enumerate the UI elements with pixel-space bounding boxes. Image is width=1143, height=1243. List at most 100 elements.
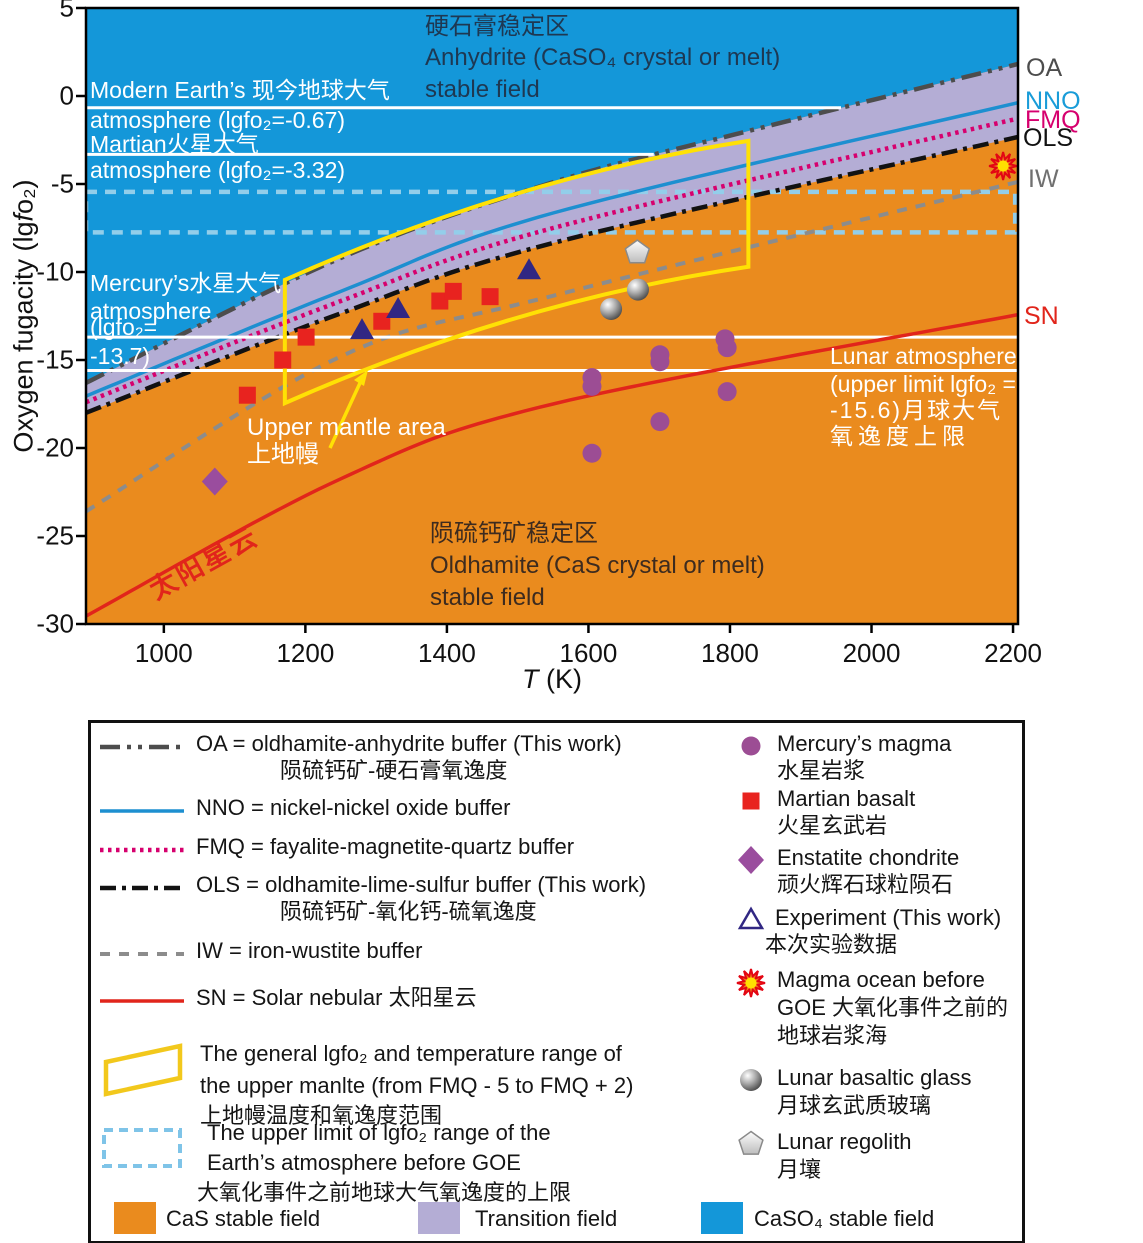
cas-field-label: CaS stable field (166, 1206, 321, 1231)
legend-box (88, 720, 1025, 1243)
x-tick-label: 2000 (842, 638, 901, 668)
goe-band-swatch (102, 1128, 182, 1168)
legend-magma-ocean-1: Magma ocean before (777, 967, 985, 992)
upper-mantle-polygon (282, 138, 751, 407)
x-tick-label: 1600 (559, 638, 618, 668)
y-axis-title: Oxygen fugacity (lgfo₂) (8, 179, 39, 453)
legend-lunar-glass-en: Lunar basaltic glass (777, 1065, 972, 1090)
y-tick-label: -15 (36, 344, 74, 375)
legend-sn-text: SN = Solar nebular 太阳星云 (196, 985, 477, 1010)
series-lunar_glass (600, 278, 649, 320)
upper-mantle-arrow (328, 382, 362, 449)
modern-earth-atmosphere-label-2: atmosphere (lgfo₂=-0.67) (90, 107, 346, 133)
legend-goe-text-2: Earth’s atmosphere before GOE (207, 1150, 521, 1175)
enstatite-chondrite-icon (738, 846, 764, 874)
mercury-atmosphere-label-1: Mercury’s水星大气 (90, 270, 282, 296)
legend-experiment-en: Experiment (This work) (775, 905, 1002, 930)
mercury-atmosphere-label-4: -13.7) (90, 343, 151, 369)
anhydrite-field-label-en2: stable field (425, 76, 540, 103)
lunar-regolith-icon (738, 1130, 764, 1155)
x-tick-label: 1000 (134, 638, 193, 668)
legend-experiment-cn: 本次实验数据 (765, 932, 898, 957)
y-tick-label: -20 (36, 432, 74, 463)
y-tick-label: -30 (36, 608, 74, 639)
sn-line-sample (100, 999, 184, 1003)
buffer-curve-OLS (86, 134, 1018, 415)
buffer-curve-NNO (86, 100, 1018, 398)
oa-line-sample (100, 744, 184, 750)
legend-ols-text: OLS = oldhamite-lime-sulfur buffer (This… (196, 872, 647, 897)
lunar-basaltic-glass-icon (740, 1069, 762, 1091)
buffer-curve-IW (86, 179, 1018, 514)
x-tick-label: 1200 (276, 638, 335, 668)
legend-ols-text-cn: 陨硫钙矿-氧化钙-硫氧逸度 (280, 899, 537, 924)
y-tick-label: -10 (36, 256, 74, 287)
lunar-atmosphere-label-3: -15.6)月球大气 (830, 397, 1003, 423)
experiment-icon (737, 906, 765, 930)
legend-lunar-regolith-en: Lunar regolith (777, 1129, 912, 1154)
legend-oa-text-cn: 陨硫钙矿-硬石膏氧逸度 (280, 758, 508, 783)
buffer-curve-FMQ (86, 116, 1018, 405)
legend-lunar-glass-cn: 月球玄武质玻璃 (777, 1093, 932, 1118)
data-points (201, 151, 1018, 496)
nno-curve-label: NNO (1025, 87, 1081, 115)
modern-earth-atmosphere-label-1: Modern Earth’s 现今地球大气 (90, 77, 390, 103)
ols-curve-label: OLS (1023, 124, 1074, 152)
ols-line-sample (100, 885, 184, 891)
legend-fmq-text: FMQ = fayalite-magnetite-quartz buffer (196, 834, 575, 859)
y-tick-label: 5 (59, 0, 74, 23)
legend-martian-cn: 火星玄武岩 (777, 813, 888, 838)
series-magma_ocean (988, 151, 1018, 181)
cas-field-swatch (114, 1202, 156, 1234)
transition-field (86, 63, 1018, 413)
y-tick-label: 0 (59, 80, 74, 111)
plot-frame (84, 6, 1020, 626)
series-enstatite_chondrite (201, 467, 228, 496)
mercury-magma-icon (741, 736, 761, 756)
x-tick-label: 2200 (984, 638, 1042, 668)
transition-field-label: Transition field (475, 1206, 618, 1231)
legend-magma-ocean-2: GOE 大氧化事件之前的 (777, 995, 1009, 1020)
upper-mantle-label-2: 上地幔 (247, 441, 319, 468)
legend-mantle-text-2: the upper manlte (from FMQ - 5 to FMQ + … (200, 1073, 634, 1098)
fmq-line-sample (100, 847, 184, 853)
martian-atmosphere-label-1: Martian火星大气 (90, 131, 259, 157)
iw-line-sample (100, 952, 184, 956)
oldhamite-field-label-en1: Oldhamite (CaS crystal or melt) (430, 552, 765, 579)
mercury-atmosphere-label-3: (lgfo₂= (90, 314, 158, 340)
x-axis-title: T (K) (521, 664, 583, 694)
lunar-atmosphere-label-4: 氧逸度上限 (830, 423, 970, 449)
upper-mantle-swatch (103, 1043, 183, 1097)
legend-lunar-regolith-cn: 月壤 (777, 1157, 822, 1182)
legend-mercury-cn: 水星岩浆 (777, 758, 866, 783)
transition-field-swatch (418, 1202, 460, 1234)
iw-curve-label: IW (1028, 165, 1059, 193)
legend-enstatite-cn: 顽火辉石球粒陨石 (777, 872, 954, 897)
y-tick-label: -25 (36, 520, 74, 551)
series-martian_basalt (238, 282, 499, 404)
oldhamite-field-label-en2: stable field (430, 584, 545, 611)
upper-mantle-arrowhead (354, 370, 368, 386)
legend-martian-en: Martian basalt (777, 786, 916, 811)
oa-curve-label: OA (1026, 54, 1063, 82)
anhydrite-field-label-en1: Anhydrite (CaSO₄ crystal or melt) (425, 44, 781, 71)
legend-magma-ocean-3: 地球岩浆海 (777, 1023, 888, 1048)
legend-mercury-en: Mercury’s magma (777, 731, 952, 756)
buffer-curve-SN (86, 312, 1018, 618)
legend-mantle-text-1: The general lgfo₂ and temperature range … (200, 1041, 622, 1066)
x-tick-label: 1800 (701, 638, 759, 668)
legend-oa-text: OA = oldhamite-anhydrite buffer (This wo… (196, 731, 622, 756)
sn-curve-label: SN (1024, 302, 1059, 330)
goe-band (86, 189, 1018, 235)
oldhamite-field-label-cn: 陨硫钙矿稳定区 (430, 520, 598, 547)
y-tick-label: -5 (50, 168, 74, 199)
fmq-curve-label: FMQ (1025, 106, 1081, 134)
caso4-stable-field (86, 8, 1018, 383)
martian-basalt-icon (742, 792, 760, 810)
martian-atmosphere-label-2: atmosphere (lgfo₂=-3.32) (90, 157, 346, 183)
series-experiment (349, 258, 542, 340)
legend-enstatite-en: Enstatite chondrite (777, 845, 960, 870)
nno-line-sample (100, 809, 184, 813)
lunar-atmosphere-label-1: Lunar atmosphere (830, 343, 1017, 369)
